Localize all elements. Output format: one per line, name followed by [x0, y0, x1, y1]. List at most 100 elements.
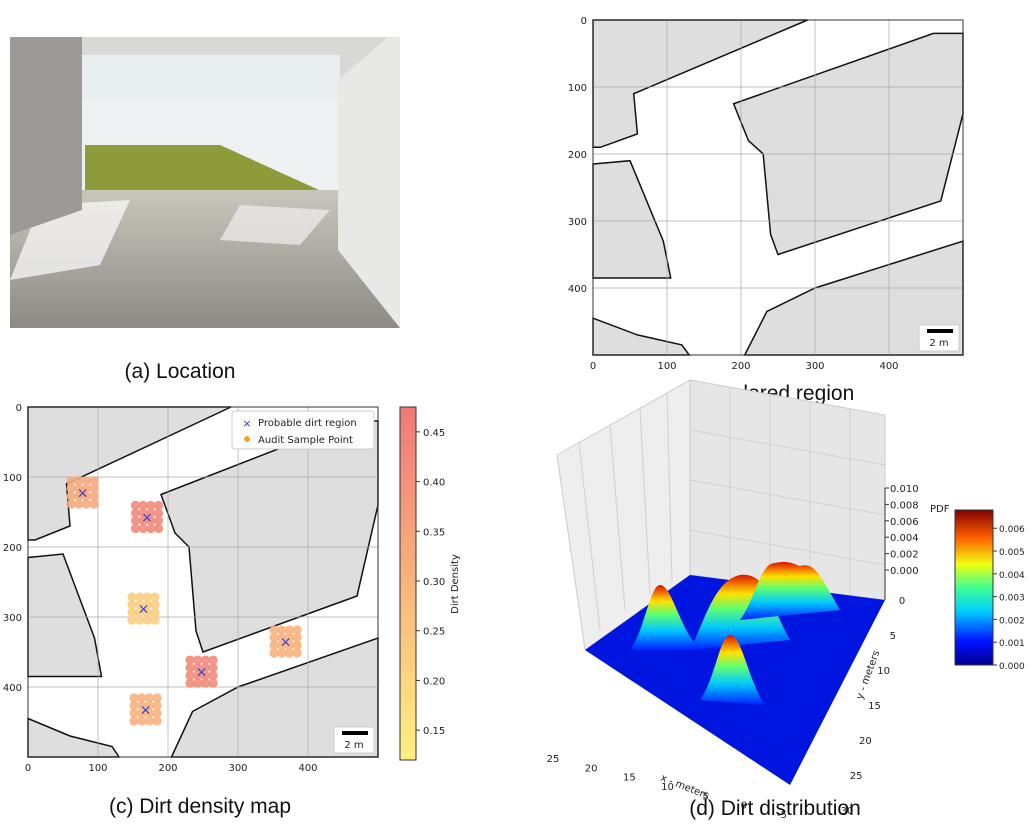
legend-label: Probable dirt region: [258, 418, 357, 429]
y-tick-label: 0: [16, 403, 22, 414]
colorbar-tick-label: 0.001: [999, 639, 1025, 649]
colorbar-label: Dirt Density: [450, 554, 461, 614]
colorbar-segment: [400, 566, 416, 575]
colorbar-segment: [400, 610, 416, 619]
y-tick-label: 200: [568, 150, 587, 161]
x-tick-label: 200: [731, 361, 750, 372]
x-tick-label: 25: [547, 754, 560, 765]
x-tick-label: 300: [228, 763, 247, 774]
dirt-marker: ×: [77, 485, 89, 501]
x-tick-label: 100: [88, 763, 107, 774]
dirt-marker: ×: [141, 510, 153, 526]
scale-bar: [342, 731, 368, 735]
location-photo: [10, 37, 400, 328]
colorbar-segment: [400, 522, 416, 531]
colorbar-segment: [400, 592, 416, 601]
x-tick-label: 15: [623, 773, 636, 784]
colorbar-tick-label: 0.002: [999, 616, 1025, 626]
audit-sample: [209, 679, 218, 688]
x-tick-label: 200: [158, 763, 177, 774]
z-tick-label: 0.008: [890, 500, 919, 511]
x-tick-label: 300: [805, 361, 824, 372]
audit-sample: [90, 499, 99, 508]
colorbar-segment: [400, 663, 416, 672]
caption: (a) Location: [125, 360, 236, 383]
colorbar-tick-label: 0.003: [999, 594, 1025, 604]
figure: (a) Location 010020030040001002003004002…: [0, 0, 1033, 832]
x-tick-label: 20: [585, 763, 598, 774]
colorbar-tick-label: 0.20: [423, 676, 445, 687]
colorbar-segment: [400, 460, 416, 469]
z-tick-label: 0.006: [890, 517, 919, 528]
y-tick-label: 20: [859, 736, 872, 747]
caption: (d) Dirt distribution: [689, 797, 861, 820]
colorbar-segment: [400, 575, 416, 584]
z-tick-label: 0.004: [890, 533, 919, 544]
y-tick-label: 100: [568, 83, 587, 94]
colorbar-tick-label: 0.15: [423, 726, 445, 737]
colorbar-segment: [400, 416, 416, 425]
y-tick-label: 300: [3, 613, 22, 624]
colorbar-segment: [400, 478, 416, 487]
colorbar-segment: [400, 698, 416, 707]
y-tick-label: 15: [868, 701, 881, 712]
colorbar-segment: [400, 742, 416, 751]
y-tick-label: 200: [3, 543, 22, 554]
colorbar-segment: [400, 751, 416, 760]
dirt-marker: ×: [196, 665, 208, 681]
colorbar-segment: [400, 681, 416, 690]
colorbar-tick-label: 0.25: [423, 627, 445, 638]
colorbar-tick-label: 0.35: [423, 527, 445, 538]
colorbar-segment: [400, 725, 416, 734]
colorbar-segment: [400, 451, 416, 460]
colorbar-segment: [400, 407, 416, 416]
colorbar-segment: [400, 548, 416, 557]
colorbar-tick-label: 0.005: [999, 548, 1025, 558]
scale-bar-label: 2 m: [929, 338, 948, 349]
z-tick-label: 0.000: [890, 566, 919, 577]
colorbar-tick-label: 0.004: [999, 571, 1025, 581]
colorbar-segment: [400, 628, 416, 637]
dirt-marker: ×: [280, 635, 292, 651]
colorbar-segment: [400, 557, 416, 566]
scale-bar: [927, 329, 953, 333]
colorbar-segment: [400, 636, 416, 645]
legend-marker: [244, 436, 250, 442]
surface-plot: [557, 380, 885, 785]
audit-sample: [154, 524, 163, 533]
colorbar-segment: [400, 539, 416, 548]
colorbar-tick-label: 0.45: [423, 428, 445, 439]
caption: (c) Dirt density map: [109, 795, 291, 818]
x-tick-label: 0: [25, 763, 31, 774]
colorbar-segment: [400, 601, 416, 610]
colorbar-segment: [400, 433, 416, 442]
x-tick-label: 100: [657, 361, 676, 372]
colorbar-segment: [400, 734, 416, 743]
legend-marker: ×: [242, 417, 251, 430]
colorbar-tick-label: 0.000: [999, 662, 1025, 672]
colorbar-tick-label: 0.006: [999, 525, 1025, 535]
colorbar: [955, 510, 993, 665]
y-tick-label: 400: [568, 284, 587, 295]
colorbar-segment: [400, 689, 416, 698]
y-tick-label: 5: [890, 631, 896, 642]
z-label: PDF: [930, 504, 950, 515]
colorbar-segment: [400, 716, 416, 725]
colorbar-segment: [400, 584, 416, 593]
colorbar-segment: [400, 504, 416, 513]
audit-sample: [150, 616, 159, 625]
y-tick-label: 0: [581, 16, 587, 27]
y-tick-label: 0: [899, 596, 905, 607]
y-tick-label: 400: [3, 683, 22, 694]
x-tick-label: 400: [879, 361, 898, 372]
colorbar-segment: [400, 425, 416, 434]
colorbar-segment: [400, 486, 416, 495]
audit-sample: [153, 716, 162, 725]
colorbar-segment: [400, 672, 416, 681]
colorbar-segment: [400, 442, 416, 451]
colorbar-segment: [400, 707, 416, 716]
colorbar-segment: [400, 531, 416, 540]
colorbar-segment: [400, 645, 416, 654]
